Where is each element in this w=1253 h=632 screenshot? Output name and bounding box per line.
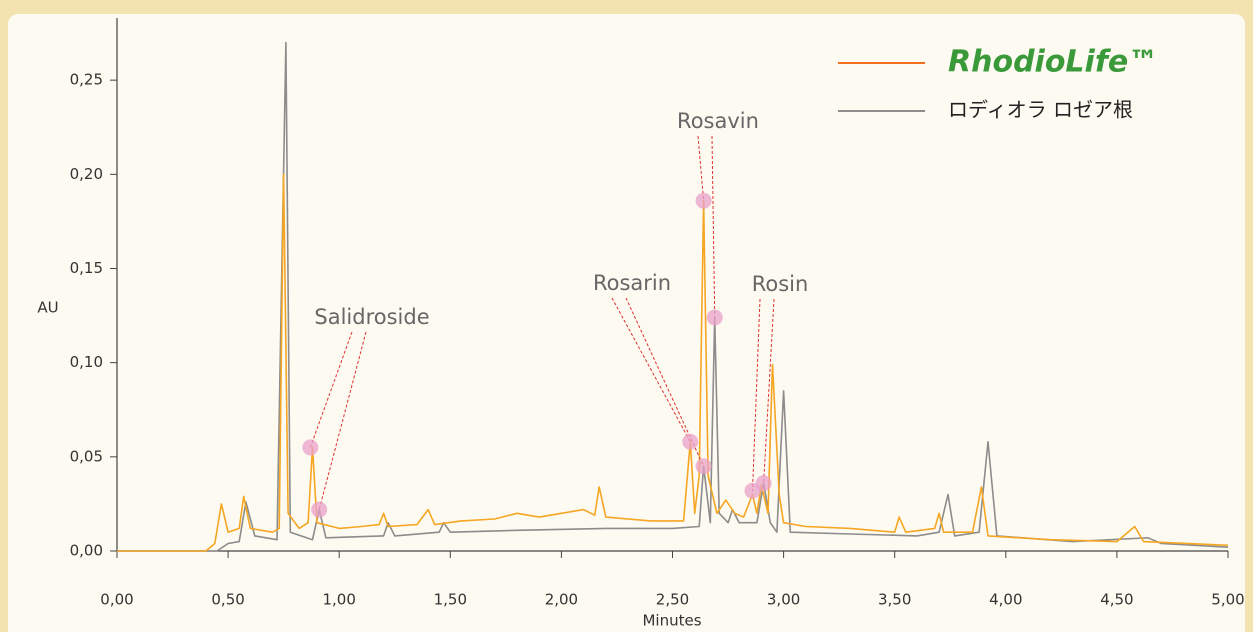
series-line	[117, 41, 1229, 552]
x-tick-label: 5,00	[1211, 591, 1244, 609]
annotation-marker	[695, 192, 712, 209]
annotation-marker	[311, 501, 328, 518]
y-tick-label: 0,25	[70, 71, 103, 89]
x-tick-label: 1,50	[434, 591, 467, 609]
annotation-leader	[711, 135, 716, 318]
annotation-label: Rosavin	[677, 109, 759, 133]
y-tick-label: 0,15	[70, 259, 103, 277]
x-axis-label: Minutes	[642, 612, 701, 630]
x-tick-label: 1,00	[322, 591, 355, 609]
annotation-label: Rosin	[752, 272, 809, 296]
y-axis-label: AU	[37, 299, 58, 317]
x-tick-label: 0,00	[100, 591, 133, 609]
x-tick-label: 4,00	[989, 591, 1022, 609]
y-tick-label: 0,05	[70, 447, 103, 465]
x-tick-label: 2,50	[656, 591, 689, 609]
annotation-leader	[611, 297, 691, 443]
legend-label: RhodioLife™	[948, 45, 1158, 80]
annotation-leader	[318, 331, 367, 510]
annotation-leader	[751, 298, 761, 491]
annotation-leader	[309, 331, 353, 448]
annotation-marker	[706, 309, 723, 326]
x-tick-label: 4,50	[1100, 591, 1133, 609]
legend-label: ロディオラ ロゼア根	[948, 98, 1133, 122]
annotation-marker	[302, 439, 319, 456]
series-line	[117, 173, 1229, 552]
annotation-marker	[682, 433, 699, 450]
annotation-label: Salidroside	[314, 305, 429, 329]
annotation-marker	[695, 458, 712, 475]
x-tick-label: 2,00	[545, 591, 578, 609]
y-tick-label: 0,10	[70, 353, 103, 371]
panel	[8, 14, 1245, 632]
x-tick-label: 3,50	[878, 591, 911, 609]
x-tick-label: 3,00	[767, 591, 800, 609]
annotation-leader	[697, 135, 705, 201]
annotation-leader	[763, 298, 775, 484]
y-tick-label: 0,00	[70, 542, 103, 560]
y-tick-label: 0,20	[70, 165, 103, 183]
x-tick-label: 0,50	[211, 591, 244, 609]
annotation-label: Rosarin	[593, 271, 671, 295]
annotation-leader	[625, 297, 705, 467]
annotation-marker	[755, 475, 772, 492]
